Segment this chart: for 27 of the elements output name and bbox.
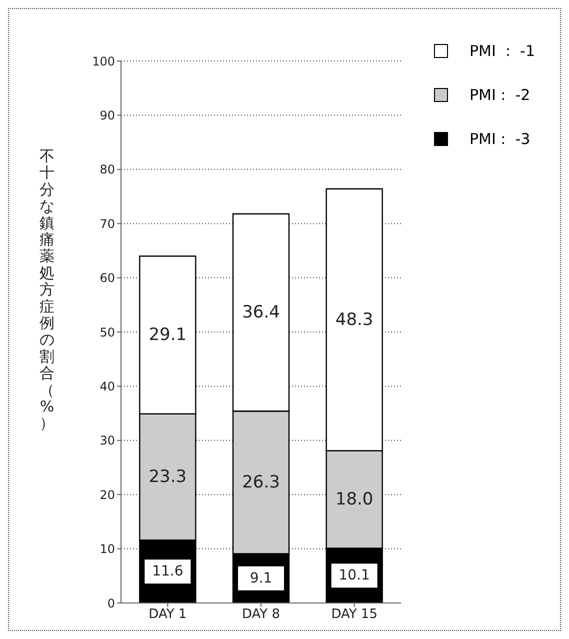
y-tick-label: 10 [100, 542, 115, 556]
x-tick-label: DAY 8 [242, 607, 280, 622]
y-tick-label: 20 [100, 488, 115, 502]
data-label: 48.3 [335, 310, 374, 330]
data-label: 26.3 [242, 472, 280, 492]
y-tick-label: 50 [100, 325, 115, 340]
data-label: 18.0 [335, 489, 374, 510]
data-label: 11.6 [152, 564, 184, 580]
y-tick-label: 80 [100, 162, 115, 177]
y-tick-label: 0 [107, 596, 115, 610]
data-label: 23.3 [148, 466, 187, 487]
data-label: 9.1 [250, 570, 272, 586]
y-tick-label: 90 [100, 108, 115, 122]
y-tick-label: 30 [100, 434, 115, 448]
x-tick-label: DAY 1 [148, 607, 187, 622]
legend-label: PMI : -2 [470, 86, 530, 104]
y-tick-label: 70 [100, 216, 115, 231]
legend-label: PMI : -1 [470, 42, 535, 60]
data-label: 36.4 [242, 302, 280, 322]
y-tick-label: 100 [92, 54, 115, 68]
y-tick-label: 60 [100, 271, 115, 286]
x-tick-label: DAY 15 [331, 607, 378, 622]
data-label: 10.1 [338, 568, 370, 584]
y-tick-label: 40 [100, 379, 115, 394]
legend-label: PMI : -3 [470, 130, 530, 148]
text: 不十分な鎮痛薬処方症例の割合（%） [40, 147, 54, 432]
data-label: 29.1 [148, 324, 187, 345]
